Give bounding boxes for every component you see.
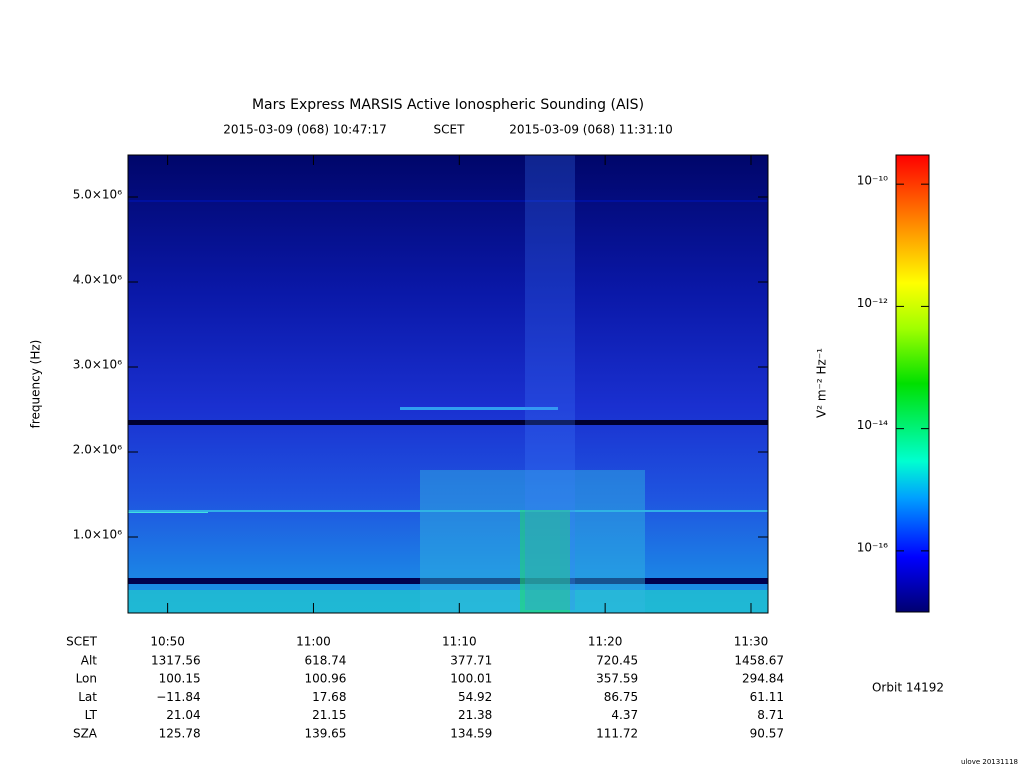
orbit: Orbit 14192 [872,681,944,695]
ephemeris-value: 294.84 [742,672,784,686]
x-tick-label: 11:10 [442,635,477,649]
time-system: SCET [434,123,466,137]
ephemeris-value: 21.38 [458,708,492,722]
spectrogram [127,154,769,614]
ephemeris-value: 21.15 [312,708,346,722]
ephemeris-value: 8.71 [757,708,784,722]
ephemeris-value: 4.37 [611,708,638,722]
ephemeris-label: Lon [76,672,97,686]
ephemeris-value: 720.45 [596,654,638,668]
ephemeris-value: 61.11 [750,690,784,704]
ephemeris-value: 134.59 [450,726,492,740]
spectrogram-burst [525,155,575,610]
ephemeris-value: 100.96 [304,672,346,686]
x-tick-label: 10:50 [150,635,185,649]
ephemeris-value: 357.59 [596,672,638,686]
y-tick-label: 1.0×10⁶ [73,528,122,542]
y-axis-label: frequency (Hz) [29,340,43,429]
ephemeris-value: 377.71 [450,654,492,668]
spectrogram-band [128,510,768,512]
colorbar-label: V² m⁻² Hz⁻¹ [815,348,829,418]
colorbar [895,154,930,613]
colorbar-tick-label: 10⁻¹² [857,296,888,310]
ephemeris-value: 139.65 [304,726,346,740]
colorbar-tick-label: 10⁻¹⁴ [857,418,888,432]
time-end: 2015-03-09 (068) 11:31:10 [509,123,673,137]
spectrogram-band [128,200,768,202]
ephemeris-label: SCET [66,635,98,649]
spectrogram-band [400,407,558,410]
ephemeris-value: 1317.56 [151,654,201,668]
ephemeris-value: 100.01 [450,672,492,686]
y-tick-label: 5.0×10⁶ [73,187,122,201]
spectrogram-background [128,155,768,613]
ephemeris-value: 17.68 [312,690,346,704]
ephemeris-label: Alt [81,654,98,668]
chart-title: Mars Express MARSIS Active Ionospheric S… [252,97,644,113]
y-tick-label: 4.0×10⁶ [73,272,122,286]
colorbar-tick-label: 10⁻¹⁶ [857,540,888,554]
spectrogram-band [128,420,768,425]
ephemeris-value: 111.72 [596,726,638,740]
version: ulove 20131118 [961,758,1018,766]
ephemeris-value: 100.15 [159,672,201,686]
ephemeris-value: 54.92 [458,690,492,704]
colorbar-tick-label: 10⁻¹⁰ [857,174,888,188]
spectrogram-burst [520,510,570,613]
x-tick-label: 11:00 [296,635,331,649]
ephemeris-value: 618.74 [304,654,346,668]
spectrogram-band [128,590,768,613]
ephemeris-label: SZA [73,726,98,740]
spectrogram-band [128,578,768,584]
ephemeris-value: 21.04 [166,708,200,722]
ephemeris-value: 90.57 [750,726,784,740]
ephemeris-value: 86.75 [604,690,638,704]
plot-frame [127,154,769,614]
ephemeris-value: 125.78 [159,726,201,740]
ephemeris-label: LT [85,708,98,722]
y-tick-label: 2.0×10⁶ [73,443,122,457]
ephemeris-label: Lat [78,690,97,704]
x-tick-label: 11:30 [734,635,769,649]
ephemeris-value: −11.84 [156,690,200,704]
x-tick-label: 11:20 [588,635,623,649]
ephemeris-value: 1458.67 [734,654,784,668]
time-start: 2015-03-09 (068) 10:47:17 [223,123,387,137]
y-tick-label: 3.0×10⁶ [73,357,122,371]
